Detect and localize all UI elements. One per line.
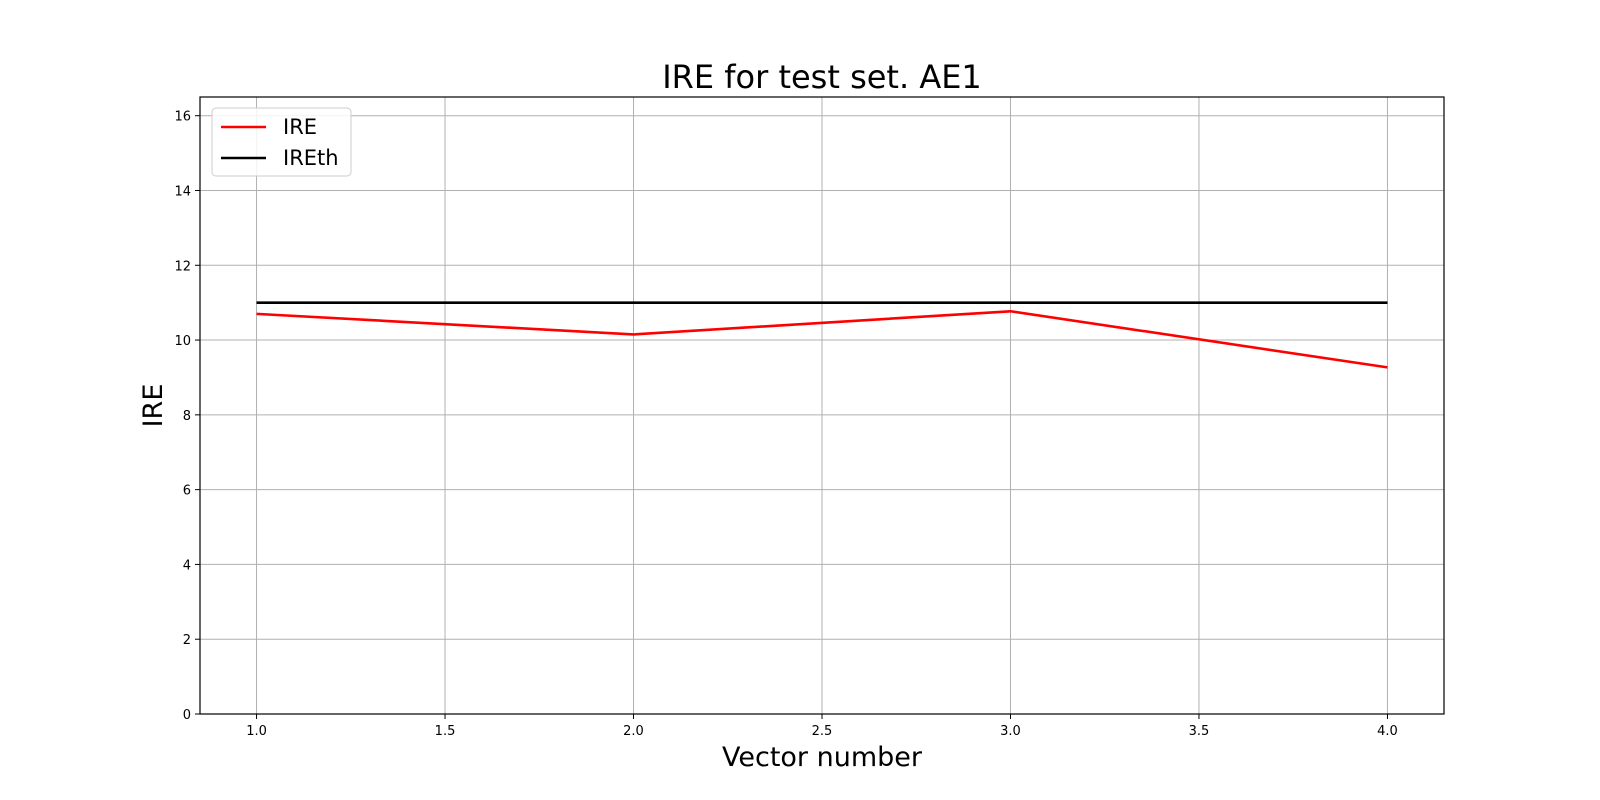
x-tick-label: 4.0 [1377,724,1398,739]
y-tick-label: 2 [183,633,191,648]
x-tick-label: 3.5 [1189,724,1210,739]
y-tick-label: 16 [174,110,191,125]
chart-title: IRE for test set. AE1 [662,58,982,96]
y-tick-label: 14 [174,184,191,199]
legend-label-ireth: IREth [283,146,339,170]
y-tick-label: 0 [183,708,191,723]
y-axis-label: IRE [138,384,169,428]
x-axis-label: Vector number [722,742,923,773]
legend: IRE IREth [211,107,352,177]
legend-label-ire: IRE [283,115,317,139]
y-tick-label: 8 [183,409,191,424]
y-tick-label: 12 [174,259,191,274]
x-tick-label: 1.5 [435,724,456,739]
series-line-ire [256,309,1388,369]
y-tick-label: 6 [183,484,191,499]
x-tick-label: 2.5 [812,724,833,739]
ticks: 1.0 1.5 2.0 2.5 3.0 3.5 4.0 0 2 4 6 8 10 12 14 16 [174,110,1397,739]
y-tick-label: 4 [183,558,191,573]
x-tick-label: 2.0 [623,724,644,739]
x-tick-label: 3.0 [1000,724,1021,739]
x-tick-label: 1.0 [246,724,267,739]
series-layer [256,301,1388,369]
y-tick-label: 10 [174,334,191,349]
